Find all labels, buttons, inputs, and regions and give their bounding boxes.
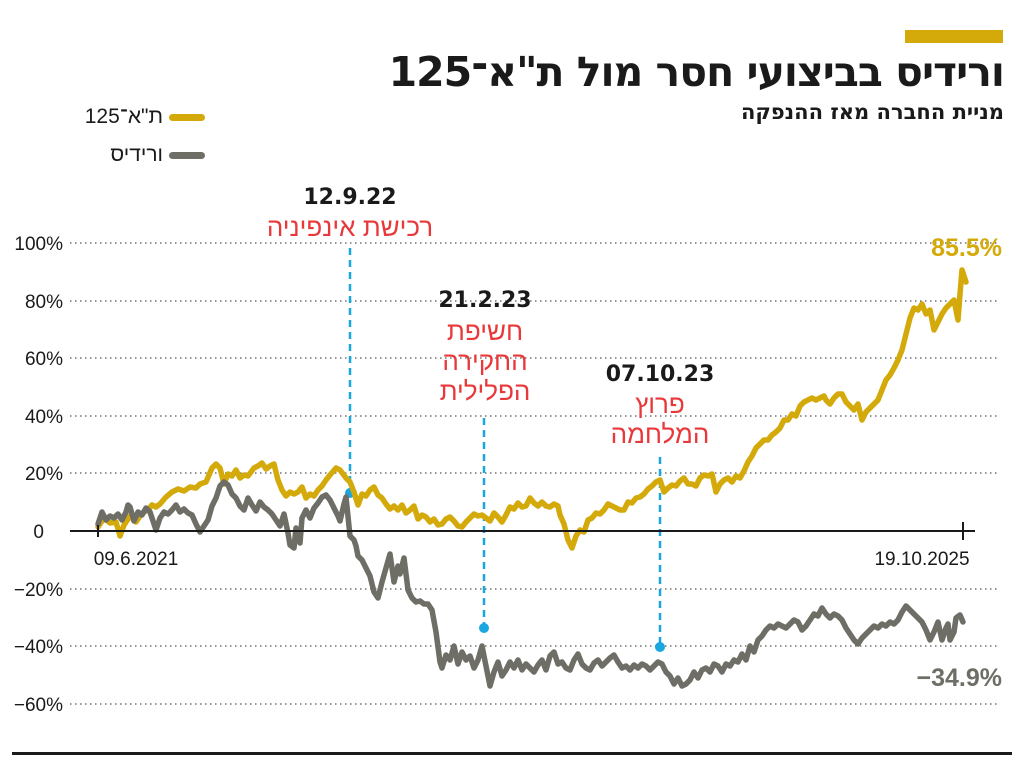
- annotation-2: 21.2.23 חשיפת החקירה הפלילית: [438, 288, 531, 406]
- annotation-text: המלחמה: [611, 419, 710, 449]
- legend-label-veridis: ורידיס: [110, 143, 163, 166]
- annotation-date: 07.10.23: [606, 362, 715, 387]
- x-end-label: 19.10.2025: [874, 549, 969, 570]
- y-tick-label: 0: [33, 522, 44, 543]
- series-line-ta125: [95, 267, 969, 551]
- legend-item-veridis: ורידיס: [60, 142, 205, 168]
- series-line-veridis: [95, 479, 966, 689]
- legend-swatch-veridis: [169, 151, 205, 159]
- annotation-3: 07.10.23 פרוץ המלחמה: [606, 362, 715, 449]
- end-label-ta125: 85.5%: [931, 234, 1002, 262]
- annotation-1: 12.9.22 רכישת אינפיניה: [267, 185, 433, 242]
- annotation-date: 21.2.23: [438, 288, 531, 313]
- y-tick-label: −20%: [14, 580, 63, 601]
- y-tick-label: 100%: [14, 234, 63, 255]
- annotation-text: רכישת אינפיניה: [267, 212, 433, 242]
- y-tick-label: 60%: [25, 349, 63, 370]
- y-tick-label: 40%: [25, 407, 63, 428]
- annotation-text: פרוץ: [635, 389, 685, 419]
- accent-bar: [905, 30, 1003, 43]
- legend-swatch-ta125: [169, 113, 205, 121]
- legend: ת"א־125 ורידיס: [60, 104, 205, 180]
- bottom-rule: [12, 752, 1012, 755]
- y-tick-label: 80%: [25, 292, 63, 313]
- legend-label-ta125: ת"א־125: [84, 105, 163, 128]
- chart-subtitle: מניית החברה מאז ההנפקה: [740, 100, 1004, 124]
- x-start-label: 09.6.2021: [94, 549, 179, 570]
- gridlines: [70, 242, 1000, 705]
- y-tick-label: 20%: [25, 464, 63, 485]
- annotation-date: 12.9.22: [303, 185, 396, 210]
- event-markers: [348, 248, 662, 646]
- legend-item-ta125: ת"א־125: [60, 104, 205, 130]
- y-tick-label: −60%: [14, 695, 63, 716]
- annotation-text: חשיפת: [447, 316, 523, 346]
- y-axis-labels: 100% 80% 60% 40% 20% 0 −20% −40% −60%: [14, 234, 63, 716]
- chart-title: ורידיס בביצועי חסר מול ת"א־125: [388, 48, 1005, 96]
- end-label-veridis: −34.9%: [917, 664, 1003, 692]
- y-tick-label: −40%: [14, 637, 63, 658]
- annotation-text: הפלילית: [440, 376, 531, 406]
- annotation-text: החקירה: [442, 346, 527, 376]
